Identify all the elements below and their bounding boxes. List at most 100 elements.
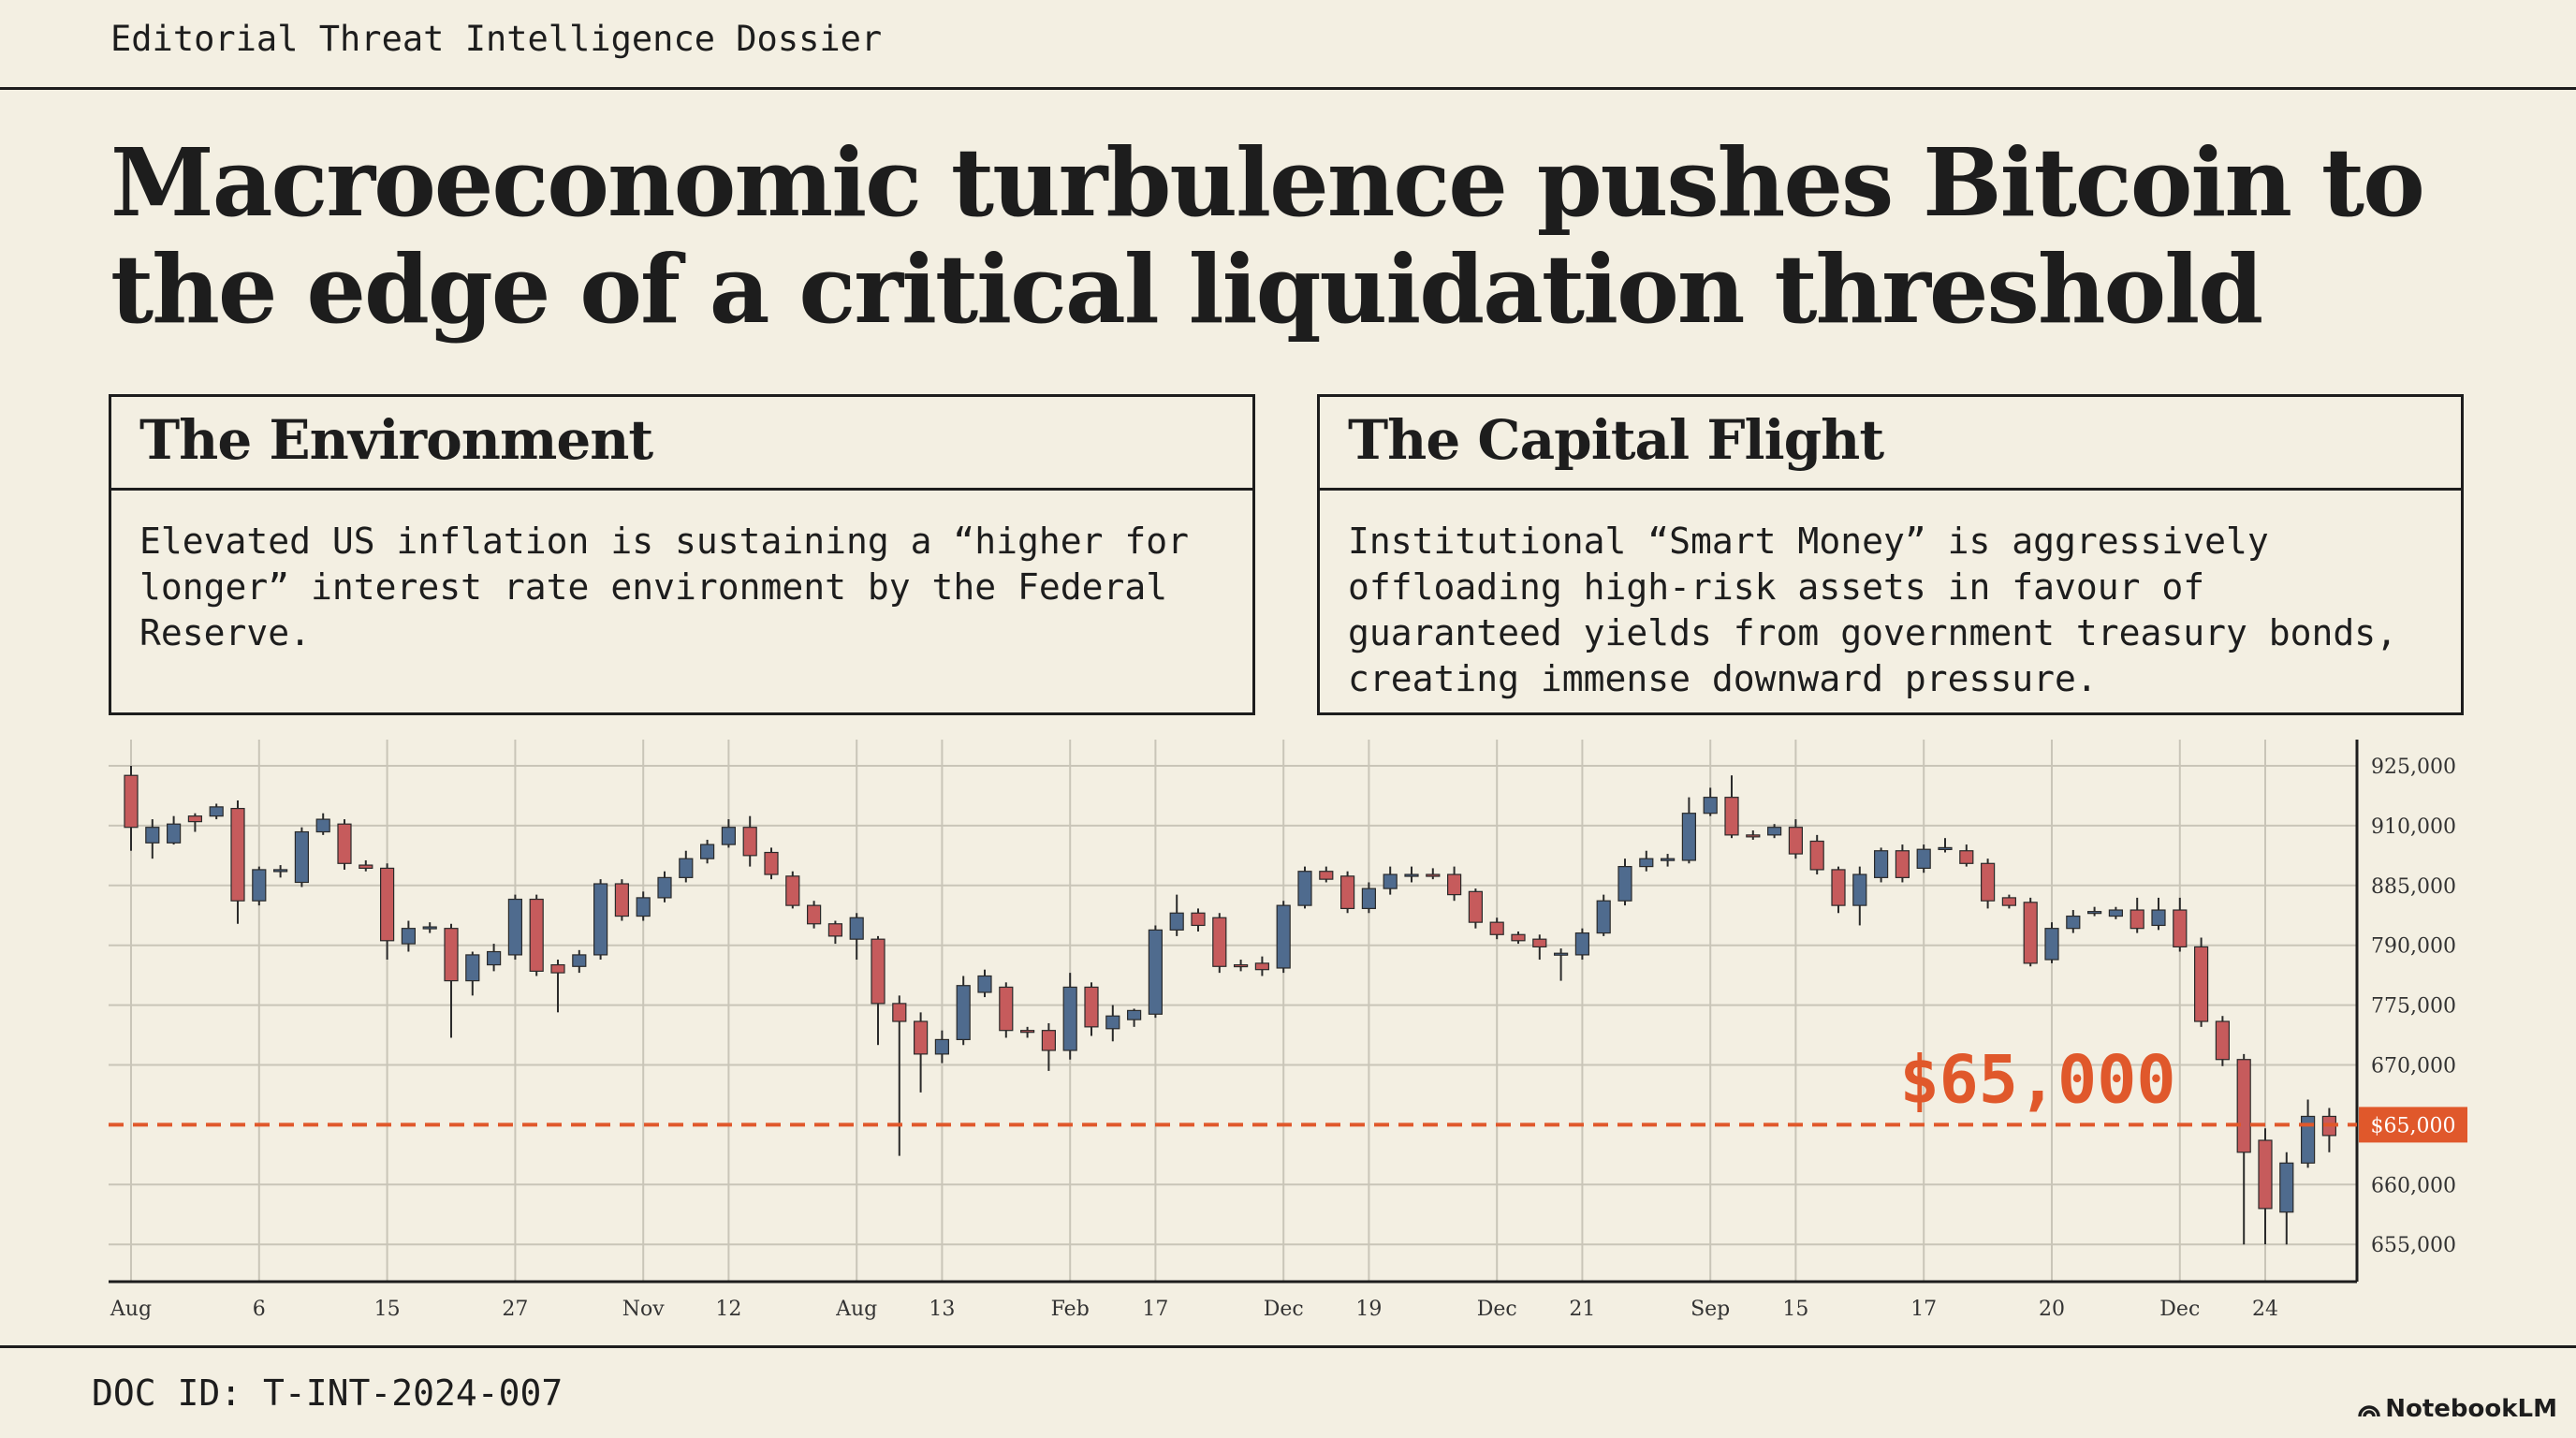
candle-body xyxy=(2066,915,2081,930)
candle-body xyxy=(2279,1162,2294,1213)
candle-body xyxy=(721,827,737,845)
candle-body xyxy=(1873,850,1889,878)
doc-id: DOC ID: T-INT-2024-007 xyxy=(92,1372,564,1414)
candle-body xyxy=(1553,952,1569,956)
x-tick-label: 19 xyxy=(1355,1298,1382,1321)
candle-body xyxy=(1681,813,1697,861)
y-tick-label: 910,000 xyxy=(2371,815,2456,839)
candle-body xyxy=(1489,921,1504,935)
candle-body xyxy=(124,774,139,829)
candle-body xyxy=(1703,797,1718,814)
candle-body xyxy=(785,875,800,906)
card: The Capital Flight Institutional “Smart … xyxy=(1317,394,2464,715)
card-body: Institutional “Smart Money” is aggressiv… xyxy=(1348,521,2398,699)
watermark-text: NotebookLM xyxy=(2385,1395,2557,1423)
candle-body xyxy=(1339,875,1355,910)
candle-body xyxy=(2173,909,2188,948)
candle-body xyxy=(1404,873,1419,877)
candle-body xyxy=(187,815,202,823)
x-tick-label: Aug xyxy=(110,1298,152,1321)
candle-body xyxy=(1574,932,1590,956)
candle-body xyxy=(1532,938,1547,948)
threshold-badge xyxy=(2359,1107,2467,1143)
candle-body xyxy=(1319,871,1334,880)
candle-body xyxy=(1916,848,1931,869)
header-rule xyxy=(0,87,2576,90)
candle-body xyxy=(1426,873,1441,877)
candle-body xyxy=(1766,827,1782,836)
candle-body xyxy=(359,864,373,869)
candle-body xyxy=(230,807,245,902)
candle-body xyxy=(977,975,992,993)
y-tick-label: 775,000 xyxy=(2371,995,2456,1019)
x-tick-label: 15 xyxy=(374,1298,401,1321)
candle-body xyxy=(1148,929,1164,1015)
y-tick-label: 655,000 xyxy=(2371,1234,2456,1257)
candle-body xyxy=(2044,928,2059,961)
card-title: The Capital Flight xyxy=(1320,397,2461,491)
candle-body xyxy=(1596,900,1611,934)
candle-body xyxy=(2151,909,2166,927)
candle-body xyxy=(1724,797,1739,836)
candle-body xyxy=(145,827,160,844)
candle-body xyxy=(1852,873,1867,906)
candle-body xyxy=(806,904,822,925)
candle-body xyxy=(315,818,330,833)
candle-body xyxy=(380,867,395,942)
chart: Aug 6 15 27 Nov 12 Aug 13 Feb 17 Dec 19 Dec 21 Sep 15 17… xyxy=(109,740,2467,1321)
candle-body xyxy=(1468,890,1484,923)
candle-body xyxy=(2108,909,2123,917)
candle-body xyxy=(2001,897,2016,906)
x-tick-label: 20 xyxy=(2039,1298,2065,1321)
card-title: The Environment xyxy=(111,397,1252,491)
y-tick-label: 660,000 xyxy=(2371,1174,2456,1197)
candle-body xyxy=(1126,1009,1142,1020)
candle-body xyxy=(913,1020,929,1055)
candle-body xyxy=(1276,904,1291,969)
candle-body xyxy=(2215,1020,2230,1061)
candle-body xyxy=(1981,862,1996,902)
candle-body xyxy=(679,858,694,878)
x-tick-label: 24 xyxy=(2252,1298,2278,1321)
threshold-badge-label: $65,000 xyxy=(2371,1114,2456,1137)
candle-body xyxy=(614,883,630,917)
candle-body xyxy=(849,917,864,940)
candle-body xyxy=(742,827,757,857)
candle-body xyxy=(401,928,416,945)
candle-body xyxy=(1895,850,1910,878)
candle-body xyxy=(550,963,565,974)
candle-body xyxy=(572,954,587,967)
candle-body xyxy=(1959,850,1974,864)
header-label: Editorial Threat Intelligence Dossier xyxy=(110,19,883,59)
candle-body xyxy=(486,950,502,966)
candle-body xyxy=(1809,840,1824,871)
x-tick-label: Feb xyxy=(1051,1298,1090,1321)
candle-body xyxy=(273,869,288,873)
candle-body xyxy=(657,876,672,899)
candle-body xyxy=(699,844,715,859)
x-tick-label: 12 xyxy=(715,1298,741,1321)
candle-body xyxy=(1062,986,1077,1051)
candle-body xyxy=(871,938,886,1005)
headline: Macroeconomic turbulence pushes Bitcoin … xyxy=(110,127,2425,345)
candle-body xyxy=(956,985,971,1041)
card: The Environment Elevated US inflation is… xyxy=(109,394,1255,715)
x-tick-label: Dec xyxy=(2159,1298,2200,1321)
candle-body xyxy=(999,986,1014,1032)
candle-body xyxy=(2258,1139,2273,1210)
candle-body xyxy=(1788,827,1804,855)
candle-body xyxy=(167,823,182,844)
x-tick-label: Sep xyxy=(1690,1298,1730,1321)
candle-body xyxy=(1084,986,1099,1028)
candle-body xyxy=(507,898,523,956)
candle-body xyxy=(2023,902,2038,964)
candle-body xyxy=(636,897,651,917)
candle-body xyxy=(764,851,779,875)
x-tick-label: 15 xyxy=(1782,1298,1808,1321)
x-tick-label: 17 xyxy=(1910,1298,1937,1321)
card-body: Elevated US inflation is sustaining a “h… xyxy=(139,521,1190,653)
x-tick-label: Dec xyxy=(1264,1298,1304,1321)
candle-body xyxy=(1019,1030,1035,1034)
y-tick-label: 885,000 xyxy=(2371,875,2456,899)
